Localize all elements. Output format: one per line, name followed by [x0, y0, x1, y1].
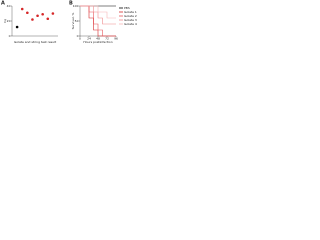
legend-label: Isolate 1: [124, 10, 137, 14]
x-axis-label: Hours postinfection: [83, 40, 112, 44]
point: [20, 7, 24, 11]
y-tick-label: 0: [9, 34, 11, 38]
panel-label: B: [69, 1, 73, 7]
x-tick-label: 48: [96, 37, 100, 41]
legend-label: Isolate 2: [124, 14, 137, 18]
legend-label: Isolate 4: [124, 22, 137, 26]
point: [41, 12, 44, 16]
point: [31, 18, 34, 21]
point: [15, 25, 19, 29]
x-tick-label: 0: [79, 37, 81, 41]
y-tick-label: 50: [75, 19, 79, 23]
y-axis-label: Cq: [3, 19, 7, 23]
legend-label: Isolate 3: [124, 18, 137, 22]
y-tick-label: 20: [7, 19, 11, 23]
point: [51, 12, 55, 15]
point: [46, 17, 50, 21]
point: [26, 11, 29, 15]
x-tick-label: 72: [105, 37, 109, 41]
point: [36, 14, 39, 18]
y-tick-label: 100: [73, 4, 79, 8]
y-tick-label: 0: [77, 34, 79, 38]
x-axis-label: Isolate and string test result: [14, 40, 57, 44]
x-tick-label: 24: [87, 37, 91, 41]
x-tick-label: 96: [114, 37, 118, 41]
panel-label: A: [1, 1, 5, 7]
y-tick-label: 40: [7, 4, 11, 8]
y-axis-label: Survival, %: [71, 12, 75, 29]
survival-line: [80, 5, 116, 19]
figure: A 0 20 40 Cq Isolate and string test result B 0…: [1, 1, 137, 45]
legend-label: PBS: [124, 6, 130, 10]
